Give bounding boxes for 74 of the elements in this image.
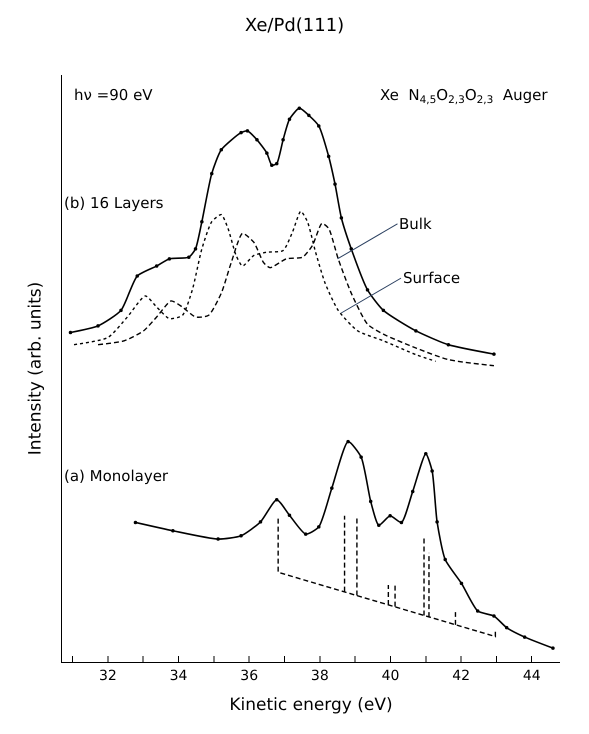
- point: [333, 182, 337, 186]
- point: [171, 529, 175, 533]
- point: [492, 614, 496, 618]
- x-tick-label: 44: [522, 668, 541, 684]
- point: [96, 324, 100, 328]
- point: [298, 106, 302, 110]
- point: [274, 162, 278, 166]
- point: [424, 452, 428, 456]
- point: [359, 455, 363, 459]
- point: [274, 498, 278, 502]
- x-axis-title: Kinetic energy (eV): [229, 695, 393, 716]
- point: [317, 525, 321, 529]
- point: [382, 308, 386, 312]
- point: [304, 532, 308, 536]
- point: [135, 274, 139, 278]
- point: [288, 514, 292, 517]
- point: [239, 130, 243, 134]
- point: [239, 534, 243, 538]
- point: [400, 520, 404, 524]
- point: [258, 520, 262, 524]
- point: [288, 118, 292, 122]
- point: [492, 352, 496, 356]
- point: [281, 138, 285, 142]
- point: [551, 646, 555, 650]
- point: [330, 486, 334, 490]
- point: [216, 537, 220, 541]
- point: [350, 247, 354, 251]
- point: [168, 257, 172, 261]
- point: [368, 500, 372, 504]
- x-tick-label: 32: [98, 668, 117, 684]
- x-tick-label: 40: [382, 668, 400, 684]
- point: [134, 520, 138, 524]
- point: [187, 255, 191, 259]
- x-tick-label: 34: [170, 668, 188, 684]
- point: [410, 490, 414, 494]
- point: [504, 626, 508, 630]
- point: [326, 154, 330, 158]
- point: [194, 247, 198, 251]
- point: [307, 114, 311, 118]
- point: [340, 216, 344, 220]
- point: [68, 330, 72, 334]
- point: [154, 264, 158, 268]
- point: [476, 609, 480, 613]
- annotation: (b) 16 Layers: [64, 194, 164, 212]
- point: [265, 151, 269, 155]
- point: [317, 124, 321, 128]
- point: [377, 523, 381, 527]
- point: [430, 469, 434, 473]
- x-tick-label: 38: [310, 668, 329, 684]
- point: [255, 138, 259, 142]
- point: [346, 440, 350, 444]
- x-tick-label: 42: [452, 668, 470, 684]
- point: [446, 342, 450, 346]
- point: [119, 308, 123, 312]
- point: [220, 148, 224, 152]
- point: [460, 582, 464, 586]
- point: [210, 172, 214, 176]
- point: [270, 164, 274, 168]
- point: [522, 635, 526, 639]
- chart-title: Xe/Pd(111): [244, 14, 344, 36]
- point: [435, 520, 439, 524]
- point: [388, 514, 392, 518]
- point: [366, 288, 370, 292]
- point: [246, 129, 250, 133]
- point: [443, 558, 447, 562]
- annotation: Bulk: [399, 215, 432, 233]
- text: Xe N$_{4,5}$O$_{2,3}$O$_{2,3}$ Auger: [380, 86, 548, 106]
- point: [200, 220, 204, 224]
- point: [414, 329, 418, 333]
- text: hν =90 eV: [74, 86, 154, 104]
- annotation: Surface: [403, 269, 460, 287]
- x-tick-label: 36: [240, 668, 258, 684]
- y-axis-title: Intensity (arb. units): [26, 282, 46, 456]
- annotation: (a) Monolayer: [64, 467, 169, 485]
